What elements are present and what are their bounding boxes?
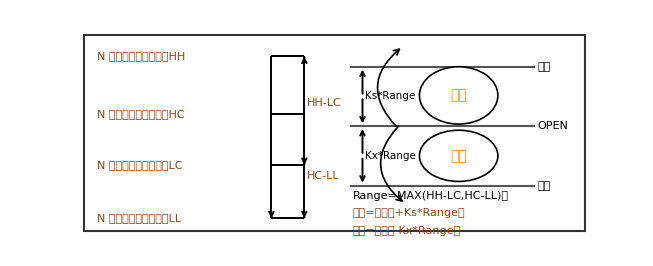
Text: 上轨: 上轨 xyxy=(537,62,550,72)
Text: Ks*Range: Ks*Range xyxy=(365,92,415,101)
Text: Kx*Range: Kx*Range xyxy=(365,151,416,161)
Text: 上轨=开盘价+Ks*Range；: 上轨=开盘价+Ks*Range； xyxy=(353,208,465,218)
Text: N 日最高价的最高价：HH: N 日最高价的最高价：HH xyxy=(97,52,185,61)
Text: 下轨=开盘价-Kx*Range；: 下轨=开盘价-Kx*Range； xyxy=(353,226,460,236)
Text: N 日收盘价的最低价：LC: N 日收盘价的最低价：LC xyxy=(97,160,182,170)
Text: 做空: 做空 xyxy=(451,149,467,163)
Ellipse shape xyxy=(419,67,498,124)
Text: HH-LC: HH-LC xyxy=(307,98,342,107)
Text: N 日最低价的最低价：LL: N 日最低价的最低价：LL xyxy=(97,213,181,223)
Ellipse shape xyxy=(419,130,498,181)
Text: 下轨: 下轨 xyxy=(537,181,550,190)
Text: OPEN: OPEN xyxy=(537,121,568,131)
Text: N 日收盘价的最高价：HC: N 日收盘价的最高价：HC xyxy=(97,109,184,119)
Text: HC-LL: HC-LL xyxy=(307,171,340,181)
Text: Range=MAX(HH-LC,HC-LL)；: Range=MAX(HH-LC,HC-LL)； xyxy=(353,191,509,201)
Text: 做多: 做多 xyxy=(451,88,467,102)
